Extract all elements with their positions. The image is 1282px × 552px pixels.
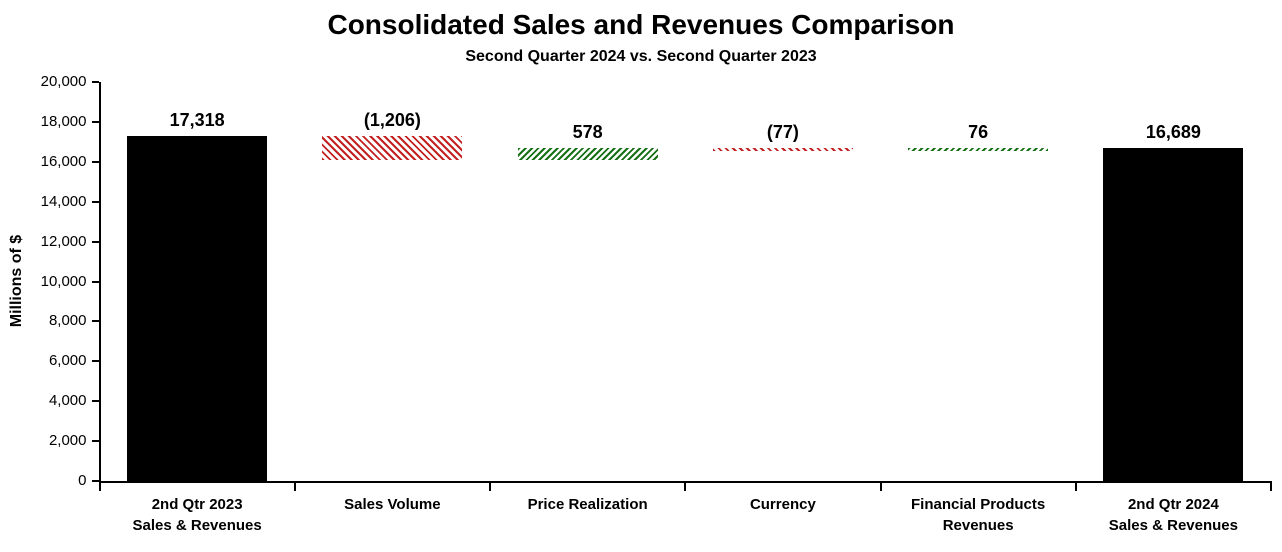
y-tick-label: 6,000	[48, 352, 87, 370]
category-label-sales-volume: Sales Volume	[295, 494, 490, 515]
y-axis-tick	[91, 400, 99, 403]
y-tick-label: 16,000	[40, 152, 87, 170]
bar-currency	[712, 148, 853, 151]
y-tick-label: 0	[78, 472, 87, 489]
bar-value-label: 578	[572, 122, 603, 143]
y-axis-tick	[91, 120, 99, 123]
x-axis-tick	[879, 483, 882, 491]
chart-title: Consolidated Sales and Revenues Comparis…	[327, 9, 955, 40]
category-label-line: 2nd Qtr 2024	[1127, 496, 1219, 513]
bar-sales-volume	[322, 135, 463, 160]
bar-value-label: (77)	[766, 122, 799, 143]
y-axis-tick	[91, 200, 99, 203]
category-label-line: Sales & Revenues	[1108, 517, 1238, 534]
category-label-line: 2nd Qtr 2023	[151, 496, 243, 513]
y-axis-line	[98, 82, 101, 483]
x-axis-tick	[1270, 483, 1272, 491]
y-axis-tick	[91, 280, 99, 283]
y-tick-label: 4,000	[48, 392, 87, 410]
y-tick-label: 8,000	[48, 312, 87, 330]
category-label-line: Sales Volume	[344, 496, 441, 513]
y-tick-label: 2,000	[48, 432, 87, 450]
y-axis-tick	[91, 440, 99, 443]
category-label-price-realization: Price Realization	[490, 494, 685, 515]
category-label-line: Financial Products	[911, 496, 1046, 513]
category-label-currency: Currency	[685, 494, 880, 515]
y-tick-label: 18,000	[40, 112, 87, 130]
y-axis-tick	[91, 320, 99, 323]
y-tick-label: 20,000	[40, 73, 87, 90]
y-tick-label: 12,000	[40, 232, 87, 250]
x-axis-tick	[684, 483, 687, 491]
bar-price-realization	[517, 148, 658, 160]
category-label-q2-2023-sales-revenues: 2nd Qtr 2023 Sales & Revenues	[100, 494, 295, 536]
bar-financial-products-revenues	[908, 148, 1049, 151]
bar-value-label: 17,318	[169, 109, 225, 130]
x-axis-tick	[489, 483, 491, 491]
category-label-line: Price Realization	[527, 496, 648, 513]
chart-subtitle: Second Quarter 2024 vs. Second Quarter 2…	[465, 48, 817, 65]
x-axis-line	[98, 481, 1272, 483]
y-axis-tick	[91, 160, 99, 163]
category-label-financial-products-revenues: Financial Products Revenues	[881, 494, 1076, 536]
y-axis-tick	[91, 240, 99, 243]
bar-value-label: (1,206)	[363, 109, 421, 130]
bar-q2-2023-sales-revenues	[127, 135, 268, 481]
y-axis-tick	[91, 480, 99, 482]
x-axis-tick	[98, 483, 101, 491]
bar-value-label: 76	[968, 122, 989, 143]
category-label-line: Currency	[749, 496, 816, 513]
y-tick-label: 14,000	[40, 192, 87, 210]
y-axis-tick	[91, 360, 99, 363]
category-label-q2-2024-sales-revenues: 2nd Qtr 2024 Sales & Revenues	[1076, 494, 1271, 536]
x-axis-tick	[1074, 483, 1077, 491]
y-axis-tick	[91, 81, 99, 83]
category-label-line: Revenues	[942, 517, 1014, 534]
bar-value-label: 16,689	[1145, 122, 1201, 143]
bar-q2-2024-sales-revenues	[1103, 148, 1244, 481]
x-axis-tick	[293, 483, 296, 491]
y-tick-label: 10,000	[40, 272, 87, 290]
category-label-line: Sales & Revenues	[132, 517, 262, 534]
